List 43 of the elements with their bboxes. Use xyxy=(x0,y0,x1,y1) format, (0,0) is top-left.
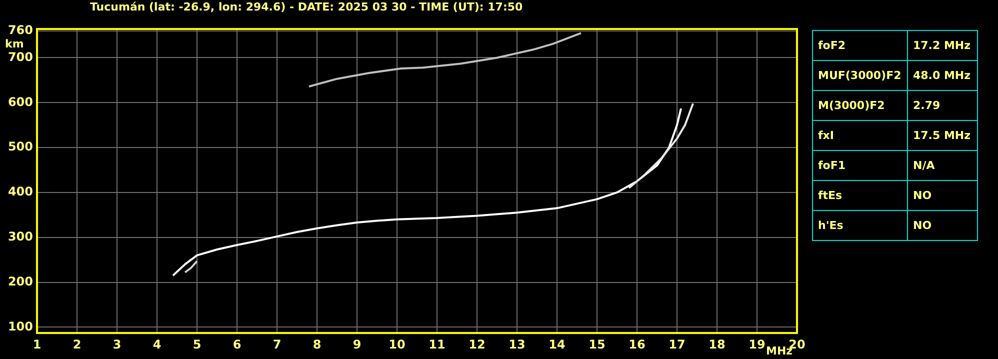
x-tick-label: 11 xyxy=(428,337,446,352)
x-tick-label: 15 xyxy=(588,337,606,352)
x-tick-label: 12 xyxy=(468,337,486,352)
x-tick-label: 1 xyxy=(32,337,42,352)
x-tick-label: 9 xyxy=(352,337,362,352)
y-tick-label: 700 xyxy=(8,50,33,64)
y-tick-label: 200 xyxy=(8,274,33,288)
x-tick-label: 10 xyxy=(388,337,406,352)
x-tick-label: 17 xyxy=(668,337,686,352)
x-tick-label: 3 xyxy=(112,337,122,352)
x-tick-label: 4 xyxy=(152,337,162,352)
text: fxI xyxy=(812,120,908,150)
text: NO xyxy=(908,180,978,210)
text: MUF(3000)F2 xyxy=(812,60,908,90)
x-tick-label: 5 xyxy=(192,337,202,352)
y-tick-label: 600 xyxy=(8,94,33,109)
x-tick-label: 2 xyxy=(72,337,82,352)
y-tick-label: 300 xyxy=(8,229,33,244)
chart-title: Tucumán (lat: -26.9, lon: 294.6) - DATE: 2025 03 30 - TIME (UT): 17:50 xyxy=(90,0,523,14)
y-axis-title: km xyxy=(5,37,24,50)
x-tick-label: 19 xyxy=(748,337,766,352)
text: 17.5 MHz xyxy=(908,120,978,150)
x-tick-label: 18 xyxy=(708,337,726,352)
x-tick-label: 7 xyxy=(272,337,282,352)
text: N/A xyxy=(908,150,978,180)
y-tick-label: 400 xyxy=(8,184,33,199)
x-tick-label: 14 xyxy=(548,337,566,352)
x-tick-label: 8 xyxy=(312,337,322,352)
text: h'Es xyxy=(812,210,908,240)
text: 2.79 xyxy=(908,90,978,120)
x-tick-label: 6 xyxy=(232,337,242,352)
text: 17.2 MHz xyxy=(908,30,978,60)
text: foF1 xyxy=(812,150,908,180)
text: M(3000)F2 xyxy=(812,90,908,120)
text: foF2 xyxy=(812,30,908,60)
text: NO xyxy=(908,210,978,240)
text: ftEs xyxy=(812,180,908,210)
y-tick-label: 500 xyxy=(8,140,33,154)
x-tick-label: 16 xyxy=(628,337,646,352)
x-tick-label: 13 xyxy=(508,337,526,352)
text: 48.0 MHz xyxy=(908,60,978,90)
y-tick-label: 760 xyxy=(8,22,33,37)
y-tick-label: 100 xyxy=(8,319,33,334)
